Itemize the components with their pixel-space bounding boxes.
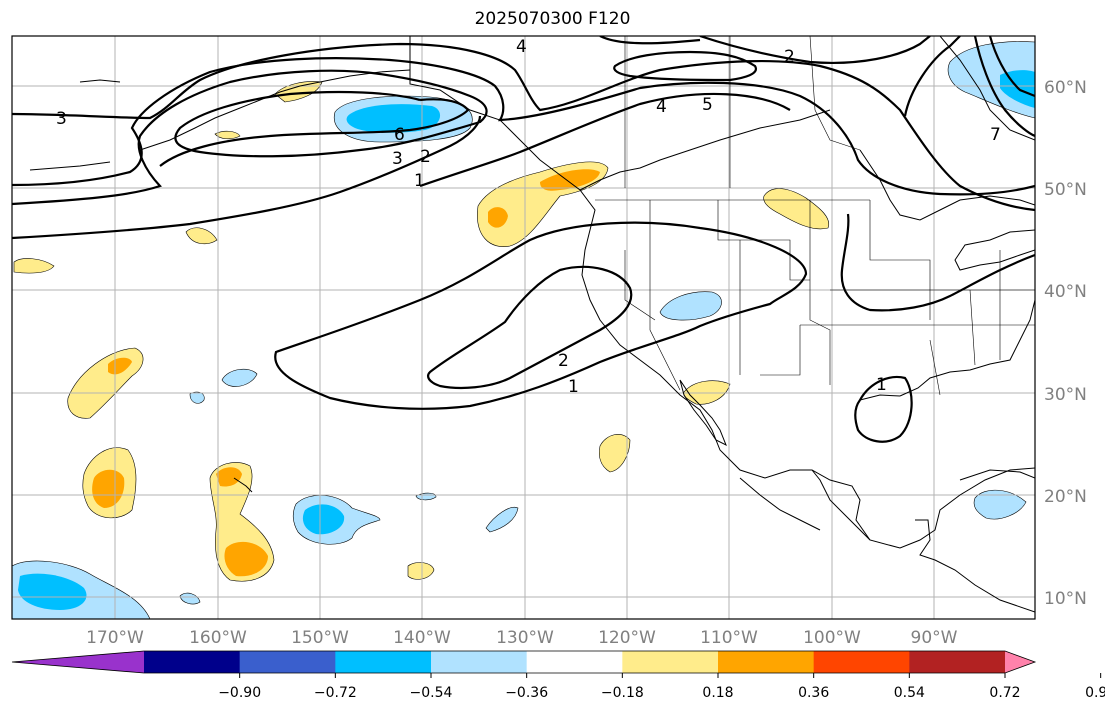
positive-anomaly-region <box>13 258 55 274</box>
negative-anomaly-core <box>18 573 87 610</box>
contour-line <box>159 98 470 167</box>
colorbar-tick-label: −0.54 <box>410 685 453 701</box>
negative-anomaly-region <box>221 368 258 387</box>
contour-line <box>12 115 482 240</box>
contour-line <box>274 221 808 410</box>
lon-label: 120°W <box>598 628 656 648</box>
colorbar-tick-label: 0.54 <box>894 685 925 701</box>
lat-label: 10°N <box>1044 589 1087 609</box>
positive-anomaly-core <box>92 469 125 508</box>
contour-label: 4 <box>516 37 527 57</box>
positive-anomaly-core <box>224 541 268 577</box>
lon-label: 150°W <box>291 628 349 648</box>
colorbar-outline <box>11 650 1037 674</box>
contour-line <box>599 36 701 45</box>
lon-label: 100°W <box>803 628 861 648</box>
lon-label: 110°W <box>700 628 758 648</box>
colorbar-segment <box>431 651 528 673</box>
map-frame <box>11 35 1036 620</box>
colorbar-tick-label: −0.90 <box>218 685 261 701</box>
height-contours <box>12 36 1035 443</box>
contour-label: 1 <box>876 375 887 395</box>
colorbar-segment <box>813 651 910 673</box>
negative-anomaly-core <box>302 504 345 535</box>
contour-label: 3 <box>56 109 67 129</box>
colorbar-tick-label: 0.18 <box>702 685 733 701</box>
colorbar-segment <box>526 651 623 673</box>
lon-label: 90°W <box>911 628 958 648</box>
contour-label: 5 <box>702 95 713 115</box>
lat-label: 40°N <box>1044 282 1087 302</box>
map-title: 2025070300 F120 <box>474 9 631 29</box>
coastlines <box>29 36 1035 613</box>
contour-label: 6 <box>394 125 405 145</box>
colorbar-tick-label: −0.36 <box>505 685 548 701</box>
contour-label: 4 <box>656 97 667 117</box>
longitude-axis: 170°W 160°W 150°W 140°W 130°W 120°W 110°… <box>86 628 958 648</box>
colorbar-extend-low <box>12 651 144 673</box>
negative-anomaly-region <box>659 291 722 321</box>
contour-label: 3 <box>392 149 403 169</box>
lon-label: 140°W <box>393 628 451 648</box>
lon-label: 170°W <box>86 628 144 648</box>
colorbar-tick-label: −0.72 <box>314 685 357 701</box>
colorbar-segment <box>335 651 432 673</box>
colorbar-tick-label: 0.72 <box>989 685 1020 701</box>
map-panel <box>12 36 1035 619</box>
contour-label: 7 <box>990 125 1001 145</box>
lat-label: 30°N <box>1044 385 1087 405</box>
colorbar-segment <box>144 651 241 673</box>
lon-label: 160°W <box>189 628 247 648</box>
colorbar: −0.90 −0.72 −0.54 −0.36 −0.18 0.18 0.36 0.54 0.7… <box>11 650 1105 701</box>
contour-label: 1 <box>414 171 425 191</box>
contour-line <box>903 36 961 117</box>
contour-line <box>840 213 1035 312</box>
colorbar-extend-high <box>1005 651 1035 673</box>
negative-anomaly-region <box>179 592 201 605</box>
contour-line <box>699 36 931 64</box>
lat-label: 50°N <box>1044 180 1087 200</box>
positive-anomaly-core <box>540 169 600 191</box>
contour-line <box>613 50 757 82</box>
negative-anomaly-region <box>189 391 205 404</box>
positive-anomaly-region <box>214 130 241 140</box>
contour-label: 1 <box>568 377 579 397</box>
colorbar-tick-label: −0.18 <box>601 685 644 701</box>
colorbar-segment <box>909 651 1006 673</box>
negative-anomaly-region <box>973 489 1027 520</box>
colorbar-segment <box>622 651 719 673</box>
contour-label: 2 <box>558 351 569 371</box>
contour-line <box>973 36 1035 138</box>
colorbar-segment <box>239 651 336 673</box>
positive-anomaly-region <box>763 188 830 230</box>
lon-label: 130°W <box>496 628 554 648</box>
anomaly-shading <box>12 41 1035 619</box>
positive-anomaly-region <box>185 227 218 245</box>
colorbar-segment <box>718 651 815 673</box>
latitude-axis: 60°N 50°N 40°N 30°N 20°N 10°N <box>1044 78 1087 609</box>
colorbar-tick-label: 0.36 <box>798 685 829 701</box>
positive-anomaly-region <box>407 562 435 580</box>
contour-label: 2 <box>784 47 795 67</box>
contour-line <box>988 36 1035 98</box>
contour-line <box>12 42 1035 212</box>
contour-line <box>854 375 913 443</box>
contour-line <box>12 57 1035 196</box>
contour-labels: 3 4 2 6 3 2 1 4 5 7 2 1 1 <box>56 37 1001 397</box>
lat-label: 20°N <box>1044 487 1087 507</box>
contour-label: 2 <box>420 147 431 167</box>
contour-line <box>427 265 633 390</box>
positive-anomaly-core <box>216 467 242 487</box>
negative-anomaly-core <box>346 104 441 133</box>
colorbar-tick-label: 0.90 <box>1085 685 1105 701</box>
positive-anomaly-core <box>108 357 132 375</box>
negative-anomaly-region <box>485 506 519 533</box>
contour-line <box>12 69 488 206</box>
positive-anomaly-core <box>488 207 508 228</box>
positive-anomaly-region <box>599 434 631 473</box>
lat-label: 60°N <box>1044 78 1087 98</box>
contour-line <box>419 92 791 188</box>
